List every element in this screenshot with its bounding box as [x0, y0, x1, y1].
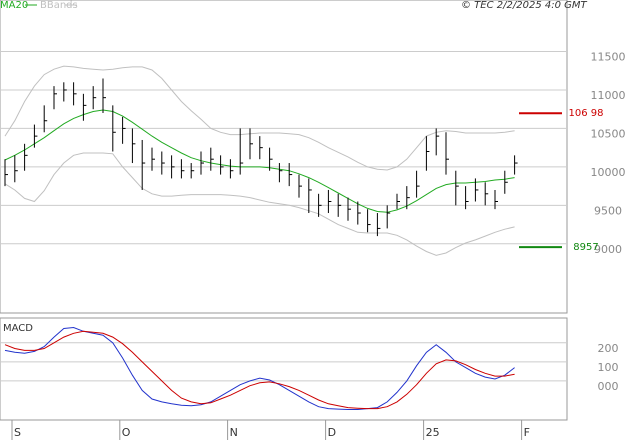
- band-upper: [4, 65, 515, 171]
- level-label: 106 98: [569, 108, 604, 119]
- x-tick-label: N: [230, 426, 238, 439]
- band-lower: [4, 152, 515, 256]
- y-tick-label: 10000: [591, 166, 626, 179]
- level-label: 8957: [573, 242, 598, 253]
- y-tick-label: 9000: [594, 243, 622, 256]
- macd-frame: [0, 317, 568, 421]
- x-tick-label: O: [122, 426, 131, 439]
- price-frame: [0, 0, 568, 314]
- macd-line: [4, 330, 515, 410]
- x-tick-label: 25: [426, 426, 440, 439]
- panel-title: MACD: [3, 323, 33, 334]
- y-tick-label: 9500: [594, 204, 622, 217]
- y-tick-label: 100: [598, 361, 619, 374]
- x-tick-label: D: [328, 426, 336, 439]
- y-tick-label: 10500: [591, 127, 626, 140]
- legend-label: MA20: [0, 0, 28, 11]
- y-tick-label: 000: [598, 380, 619, 393]
- x-tick-label: S: [14, 426, 21, 439]
- ma-line: [4, 109, 515, 213]
- annotation: © TEC 2/2/2025 4:0 GMT: [461, 0, 588, 11]
- y-tick-label: 11500: [591, 51, 626, 64]
- macd-line: [4, 326, 515, 410]
- y-tick-label: 200: [598, 342, 619, 355]
- legend-label: BBands: [40, 0, 78, 11]
- y-tick-label: 11000: [591, 89, 626, 102]
- x-tick-label: F: [524, 426, 530, 439]
